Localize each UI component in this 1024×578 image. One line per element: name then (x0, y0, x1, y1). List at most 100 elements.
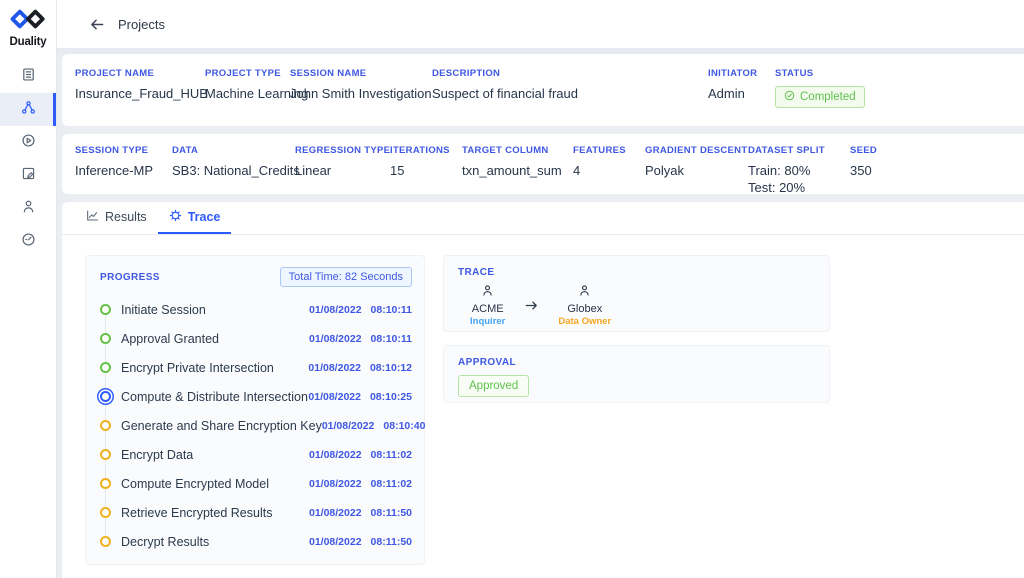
field-label: DESCRIPTION (432, 68, 501, 79)
progress-step-decrypt-results: Decrypt Results 01/08/2022 08:11:50 (100, 527, 412, 556)
tab-trace[interactable]: Trace (157, 202, 232, 234)
sidebar-item-users[interactable] (0, 192, 56, 225)
progress-step-encrypt-data: Encrypt Data 01/08/2022 08:11:02 (100, 440, 412, 469)
field-value: Polyak (645, 163, 685, 178)
step-status-bullet (100, 333, 111, 344)
field-status: STATUS Completed (775, 68, 865, 108)
field-label: ITERATIONS (390, 145, 450, 156)
step-date: 01/08/2022 (321, 419, 375, 432)
step-time: 08:10:25 (369, 390, 412, 403)
step-label: Generate and Share Encryption Key (121, 418, 322, 433)
sidebar: Duality (0, 0, 57, 578)
field-label: GRADIENT DESCENT (645, 145, 748, 156)
step-label: Retrieve Encrypted Results (121, 505, 273, 520)
field-label: DATA (172, 145, 199, 156)
progress-panel: PROGRESS Total Time: 82 Seconds Initiate… (85, 255, 425, 565)
field-value: 4 (573, 163, 581, 178)
sidebar-item-projects[interactable] (0, 93, 56, 126)
status-badge: Completed (775, 86, 865, 108)
sidebar-item-activity[interactable] (0, 225, 56, 258)
step-date: 01/08/2022 (308, 448, 362, 461)
field-value: Suspect of financial fraud (432, 86, 578, 101)
field-value: Insurance_Fraud_HUB (75, 86, 208, 101)
trace-icon (169, 209, 182, 225)
step-status-bullet (100, 362, 111, 373)
field-value: John Smith Investigation (290, 86, 432, 101)
step-time: 08:11:50 (370, 535, 412, 548)
step-status-bullet (100, 304, 111, 315)
user-icon (21, 199, 36, 219)
field-label: REGRESSION TYPE (295, 145, 391, 156)
field-label: TARGET COLUMN (462, 145, 549, 156)
back-arrow-icon[interactable] (88, 15, 106, 33)
field-label: SESSION TYPE (75, 145, 149, 156)
project-fields: PROJECT NAME Insurance_Fraud_HUB PROJECT T… (75, 68, 1024, 108)
step-date: 01/08/2022 (308, 390, 361, 403)
progress-step-approval-granted: Approval Granted 01/08/2022 08:10:11 (100, 324, 412, 353)
sidebar-item-datasets[interactable] (0, 60, 56, 93)
project-info-card: PROJECT NAME Insurance_Fraud_HUB PROJECT T… (62, 54, 1024, 126)
step-label: Encrypt Private Intersection (121, 360, 274, 375)
person-icon (481, 284, 494, 302)
sidebar-nav (0, 60, 56, 258)
field-target-column: TARGET COLUMN txn_amount_sum (462, 145, 573, 197)
entity-name: Globex (567, 303, 603, 315)
report-icon (21, 166, 36, 186)
sidebar-item-reports[interactable] (0, 159, 56, 192)
step-date: 01/08/2022 (308, 303, 362, 316)
person-icon (578, 284, 591, 302)
step-time: 08:10:40 (383, 419, 426, 432)
field-iterations: ITERATIONS 15 (390, 145, 462, 197)
divider (57, 48, 1024, 54)
progress-step-initiate-session: Initiate Session 01/08/2022 08:10:11 (100, 295, 412, 324)
step-time: 08:11:02 (370, 448, 412, 461)
field-gradient-descent: GRADIENT DESCENT Polyak (645, 145, 748, 197)
sidebar-item-sessions[interactable] (0, 126, 56, 159)
step-time: 08:10:12 (369, 361, 412, 374)
progress-steps: Initiate Session 01/08/2022 08:10:11 Approv… (86, 291, 426, 556)
approval-panel: APPROVAL Approved (443, 345, 830, 403)
trace-entity-inquirer: ACME Inquirer (470, 284, 505, 327)
approval-title: APPROVAL (458, 357, 517, 368)
tabbar: Results Trace (62, 202, 1024, 235)
step-status-bullet (100, 478, 111, 489)
trace-title: TRACE (458, 267, 495, 278)
field-project-type: PROJECT TYPE Machine Learning (205, 68, 309, 108)
field-value: Admin (708, 86, 745, 101)
arrow-right-icon (524, 298, 539, 313)
tab-label: Results (105, 210, 147, 224)
step-label: Approval Granted (121, 331, 219, 346)
tab-results[interactable]: Results (75, 202, 158, 234)
field-label: PROJECT NAME (75, 68, 155, 79)
session-info-card: SESSION TYPE Inference-MP DATA SB3: Nationa… (62, 134, 1024, 197)
field-value: Machine Learning (205, 86, 309, 101)
step-time: 08:11:02 (370, 477, 412, 490)
tab-label: Trace (187, 210, 221, 224)
brand-name: Duality (9, 36, 47, 48)
field-label: DATASET SPLIT (748, 145, 825, 156)
step-label: Encrypt Data (121, 447, 194, 462)
trace-entities: ACME Inquirer Globex Data Owner (458, 284, 815, 327)
progress-step-retrieve-encrypted-results: Retrieve Encrypted Results 01/08/2022 08:1… (100, 498, 412, 527)
field-seed: SEED 350 (850, 145, 877, 197)
session-fields: SESSION TYPE Inference-MP DATA SB3: Nationa… (75, 145, 1024, 197)
entity-role: Inquirer (470, 316, 506, 327)
approval-status-badge: Approved (458, 375, 530, 397)
step-status-bullet (100, 507, 111, 518)
field-regression-type: REGRESSION TYPE Linear (295, 145, 390, 197)
trace-entity-owner: Globex Data Owner (558, 284, 611, 327)
field-value: Train: 80% Test: 20% (748, 163, 811, 195)
play-circle-icon (21, 133, 36, 153)
step-date: 01/08/2022 (308, 332, 362, 345)
field-label: FEATURES (573, 145, 626, 156)
field-description: DESCRIPTION Suspect of financial fraud (432, 68, 708, 108)
total-time-badge: Total Time: 82 Seconds (279, 267, 412, 287)
step-time: 08:11:50 (370, 506, 412, 519)
trace-panel: TRACE ACME Inquirer (443, 255, 830, 332)
step-label: Compute Encrypted Model (121, 476, 269, 491)
field-label: SESSION NAME (290, 68, 367, 79)
step-date: 01/08/2022 (308, 535, 362, 548)
field-label: SEED (850, 145, 878, 156)
step-status-bullet (100, 391, 111, 402)
step-label: Compute & Distribute Intersection (121, 389, 308, 404)
